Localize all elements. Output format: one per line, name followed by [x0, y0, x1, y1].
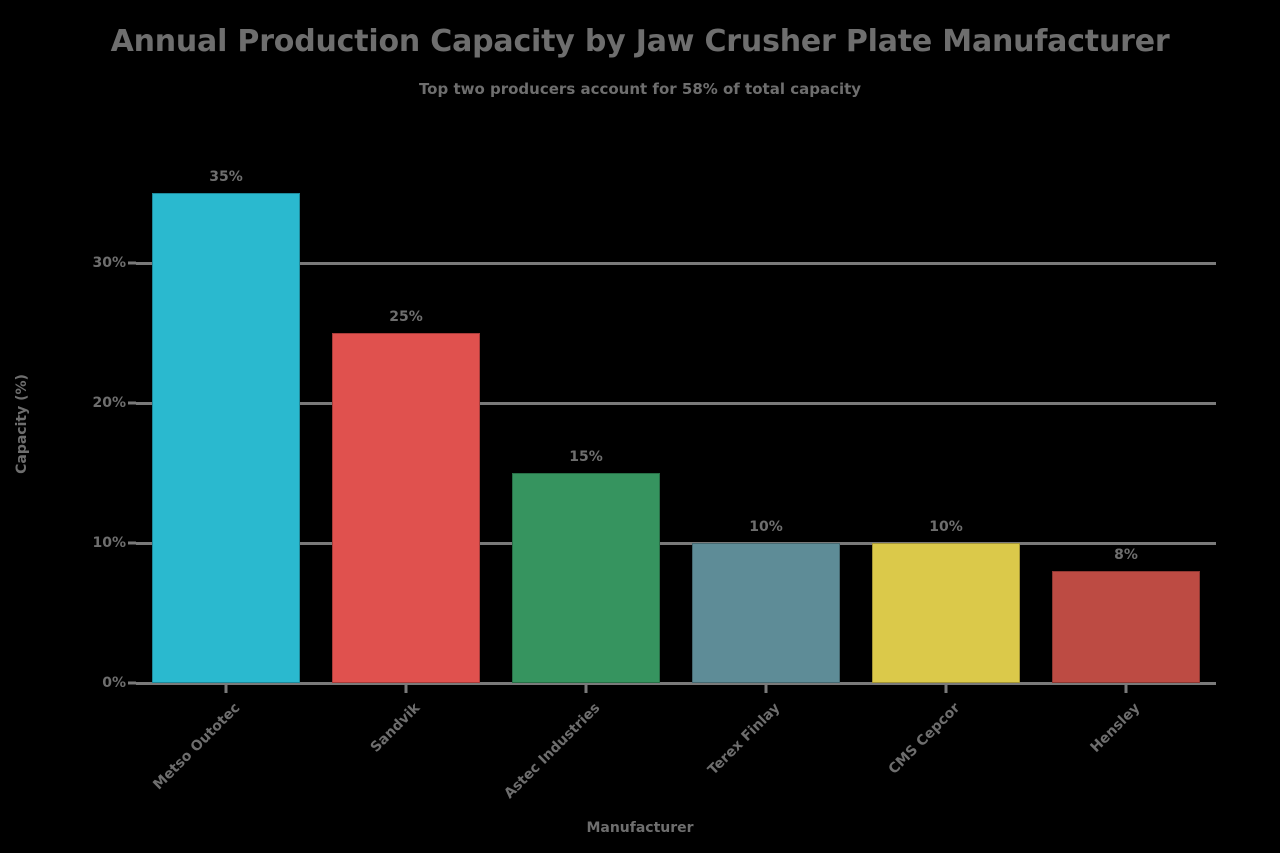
bar-value-label: 10% [749, 519, 783, 535]
bar-rect[interactable] [1052, 571, 1200, 683]
bar[interactable]: 10% [692, 150, 840, 683]
gridline [136, 402, 1216, 405]
bar-value-label: 8% [1114, 547, 1138, 563]
y-tick-label: 20% [92, 395, 126, 411]
bar[interactable]: 15% [512, 150, 660, 683]
y-tick-label: 10% [92, 535, 126, 551]
y-tick-label: 0% [102, 675, 126, 691]
bars-container: 35% 25% 15% 10% 10% 8% [136, 150, 1216, 683]
chart-subtitle: Top two producers account for 58% of tot… [418, 80, 862, 98]
x-tick-label: Hensley [1087, 700, 1144, 756]
bar[interactable]: 8% [1052, 150, 1200, 683]
x-tick-label: Metso Outotec [150, 700, 244, 794]
x-tick-label: Sandvik [367, 700, 424, 756]
x-axis-label: Manufacturer [586, 820, 694, 836]
x-tick-mark [584, 685, 588, 693]
x-tick-label: CMS Cepcor [885, 700, 964, 778]
y-tick-mark [128, 261, 136, 265]
x-axis-baseline [136, 682, 1216, 685]
bar-rect[interactable] [332, 333, 480, 683]
y-tick-mark [128, 401, 136, 405]
bar-value-label: 10% [929, 519, 963, 535]
bar-rect[interactable] [512, 473, 660, 683]
x-tick-mark [1124, 685, 1128, 693]
x-tick-mark [764, 685, 768, 693]
x-tick-mark [944, 685, 948, 693]
x-tick-label: Terex Finlay [704, 700, 784, 779]
gridline [136, 542, 1216, 545]
bar-value-label: 15% [569, 449, 603, 465]
bar-rect[interactable] [872, 543, 1020, 683]
chart-title: Annual Production Capacity by Jaw Crushe… [110, 24, 1170, 59]
bar[interactable]: 10% [872, 150, 1020, 683]
gridline [136, 262, 1216, 265]
bar-value-label: 25% [389, 309, 423, 325]
x-tick-label: Astec Industries [501, 700, 604, 803]
bar-rect[interactable] [152, 193, 300, 683]
x-tick-mark [404, 685, 408, 693]
x-tick-mark [224, 685, 228, 693]
y-tick-mark [128, 681, 136, 685]
bar[interactable]: 35% [152, 150, 300, 683]
bar-rect[interactable] [692, 543, 840, 683]
y-tick-label: 30% [92, 255, 126, 271]
bar[interactable]: 25% [332, 150, 480, 683]
bar-value-label: 35% [209, 169, 243, 185]
y-axis-label: Capacity (%) [14, 374, 30, 474]
y-tick-mark [128, 541, 136, 545]
